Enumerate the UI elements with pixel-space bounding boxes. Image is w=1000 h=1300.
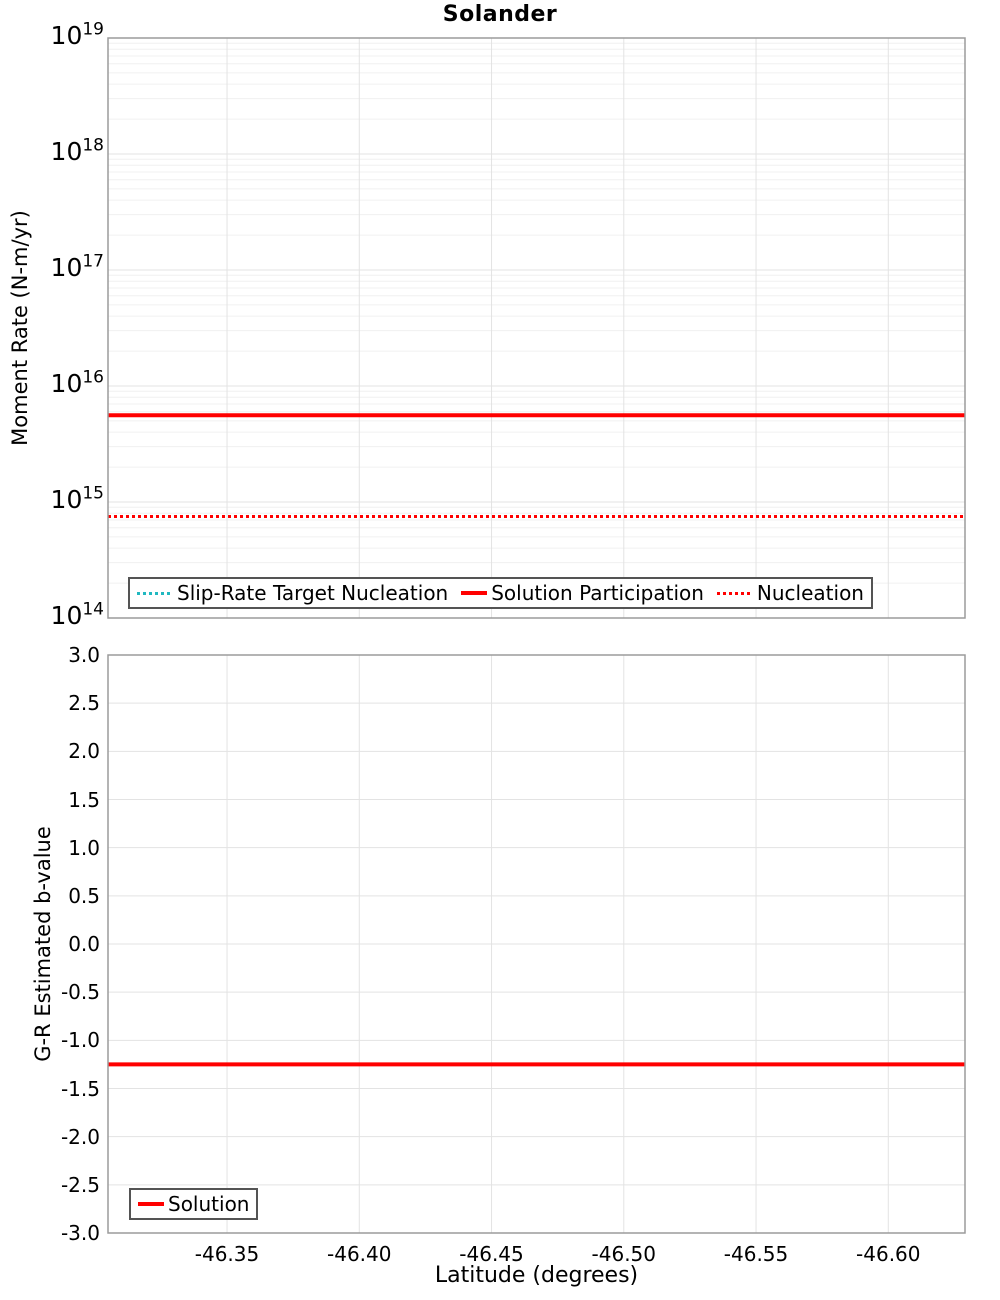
legend-b-value: Solution bbox=[129, 1188, 259, 1220]
y-tick-label: -3.0 bbox=[60, 1221, 100, 1245]
y-tick-label: -1.5 bbox=[60, 1076, 100, 1101]
y-tick-label: -2.0 bbox=[60, 1124, 100, 1149]
legend-item-nucleation: Nucleation bbox=[716, 581, 864, 605]
legend-label: Solution bbox=[168, 1192, 250, 1216]
nucleation-line-sample bbox=[716, 591, 753, 595]
y-tick-label: 1014 bbox=[50, 599, 104, 630]
legend-label: Slip-Rate Target Nucleation bbox=[177, 581, 449, 605]
y-tick-label: 1016 bbox=[50, 367, 104, 398]
plot-border bbox=[107, 654, 966, 1234]
y-tick-label: 1015 bbox=[50, 483, 104, 514]
legend-label: Solution Participation bbox=[491, 581, 704, 605]
y-tick-label: -2.5 bbox=[60, 1172, 100, 1197]
y-tick-label: 0.5 bbox=[68, 883, 100, 908]
x-tick-label: -46.50 bbox=[591, 1242, 657, 1266]
solution-participation-line-sample bbox=[461, 591, 488, 595]
x-tick-label: -46.55 bbox=[723, 1242, 789, 1266]
chart-title: Solander bbox=[442, 2, 558, 27]
legend-item-solution: Solution bbox=[138, 1192, 249, 1216]
legend-item-solution-participation: Solution Participation bbox=[461, 581, 704, 605]
y-tick-label: -1.0 bbox=[60, 1028, 100, 1053]
legend-moment-rate: Slip-Rate Target Nucleation Solution Par… bbox=[128, 577, 873, 609]
legend-item-slip-rate-target-nucleation: Slip-Rate Target Nucleation bbox=[137, 581, 448, 605]
y-tick-label: 0.0 bbox=[68, 932, 100, 956]
y-tick-label: 1.5 bbox=[68, 787, 100, 812]
solution-line-sample bbox=[138, 1202, 164, 1206]
x-axis-label-latitude: Latitude (degrees) bbox=[434, 1263, 639, 1288]
y-tick-label: 1018 bbox=[50, 135, 104, 166]
y-tick-label: 2.0 bbox=[68, 739, 100, 764]
y-tick-label: 1019 bbox=[50, 19, 104, 50]
y-tick-label: -0.5 bbox=[60, 980, 100, 1005]
x-tick-label: -46.35 bbox=[194, 1242, 260, 1266]
plot-border bbox=[107, 37, 966, 619]
x-tick-label: -46.60 bbox=[856, 1242, 921, 1266]
x-tick-label: -46.45 bbox=[459, 1242, 524, 1266]
y-tick-label: 2.5 bbox=[68, 691, 100, 716]
y-tick-label: 1.0 bbox=[68, 835, 100, 860]
slip-rate-target-line-sample bbox=[137, 591, 173, 595]
y-tick-label: 3.0 bbox=[68, 643, 100, 667]
y-tick-label: 1017 bbox=[50, 251, 104, 282]
legend-label: Nucleation bbox=[756, 581, 864, 605]
x-tick-label: -46.40 bbox=[327, 1242, 392, 1266]
